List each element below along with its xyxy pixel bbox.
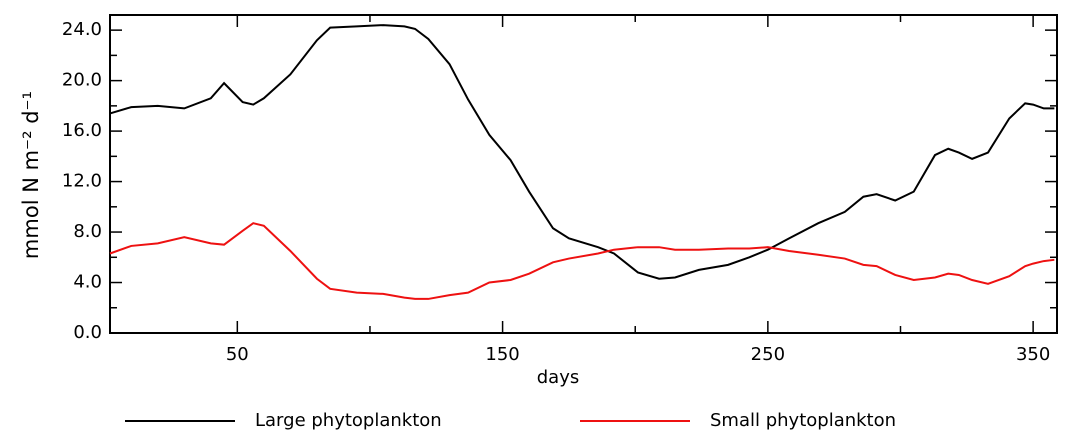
y-tick-label: 20.0 [62,70,102,91]
y-tick-label: 16.0 [62,120,102,141]
y-tick-label: 0.0 [73,322,102,343]
plot-frame [109,14,1058,334]
x-tick-label: 250 [751,344,785,365]
x-tick-label: 150 [485,344,519,365]
y-tick-label: 4.0 [73,272,102,293]
y-axis-label: mmol N m⁻² d⁻¹ [19,91,43,259]
data-line [109,24,1055,280]
legend-label: Large phytoplankton [255,410,442,431]
y-tick-label: 24.0 [62,19,102,40]
y-tick-label: 12.0 [62,171,102,192]
y-tick-label: 8.0 [73,221,102,242]
data-line [109,222,1055,300]
x-tick-label: 350 [1016,344,1050,365]
x-tick-label: 50 [226,344,249,365]
legend-label: Small phytoplankton [710,410,896,431]
x-axis-label: days [537,367,580,388]
